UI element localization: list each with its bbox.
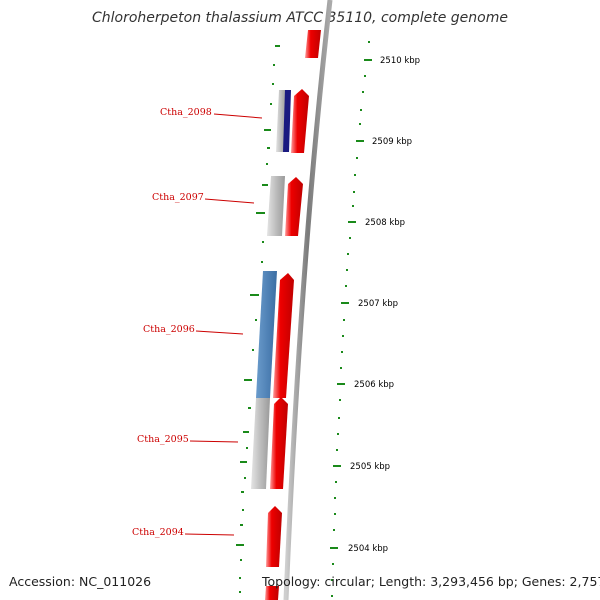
map-title: Chloroherpeton thalassium ATCC 35110, co…: [92, 10, 508, 26]
gene-arrow: [291, 89, 309, 153]
scale-tick-label: 2506 kbp: [354, 380, 394, 390]
gene-label: Ctha_2096: [143, 324, 195, 335]
reverse-features: [251, 90, 291, 489]
feature-grey: [251, 398, 270, 489]
gc-skew-track-inner: [236, 45, 280, 593]
gene-arrow: [270, 397, 288, 489]
gene-arrow: [305, 30, 321, 58]
gene-label-lines: [184, 113, 263, 536]
gene-label: Ctha_2098: [160, 107, 212, 118]
feature-blue: [256, 271, 277, 398]
forward-genes: [265, 30, 321, 600]
leader-line: [184, 533, 235, 536]
gc-skew-track-outer: [330, 41, 372, 597]
leader-line: [189, 440, 239, 443]
leader-line: [195, 330, 244, 335]
leader-line: [204, 198, 255, 204]
topology-text: Topology: circular; Length: 3,293,456 bp…: [262, 574, 600, 589]
accession-text: Accession: NC_011026: [9, 574, 152, 589]
gene-arrow: [285, 177, 303, 236]
leader-line: [213, 113, 263, 119]
gene-label: Ctha_2094: [132, 527, 184, 538]
gene-arrow: [273, 273, 294, 398]
gene-label: Ctha_2095: [137, 434, 189, 445]
gene-arrow: [265, 586, 279, 600]
gene-label: Ctha_2097: [152, 192, 204, 203]
scale-tick-label: 2510 kbp: [380, 56, 420, 66]
scale-tick-label: 2509 kbp: [372, 137, 412, 147]
feature-dark-blue: [283, 90, 291, 152]
scale-tick-label: 2504 kbp: [348, 544, 388, 554]
scale-tick-label: 2507 kbp: [358, 299, 398, 309]
genome-backbone: [283, 0, 333, 600]
feature-grey: [267, 176, 285, 236]
scale-tick-label: 2508 kbp: [365, 218, 405, 228]
scale-tick-label: 2505 kbp: [350, 462, 390, 472]
gene-arrow: [266, 506, 282, 567]
